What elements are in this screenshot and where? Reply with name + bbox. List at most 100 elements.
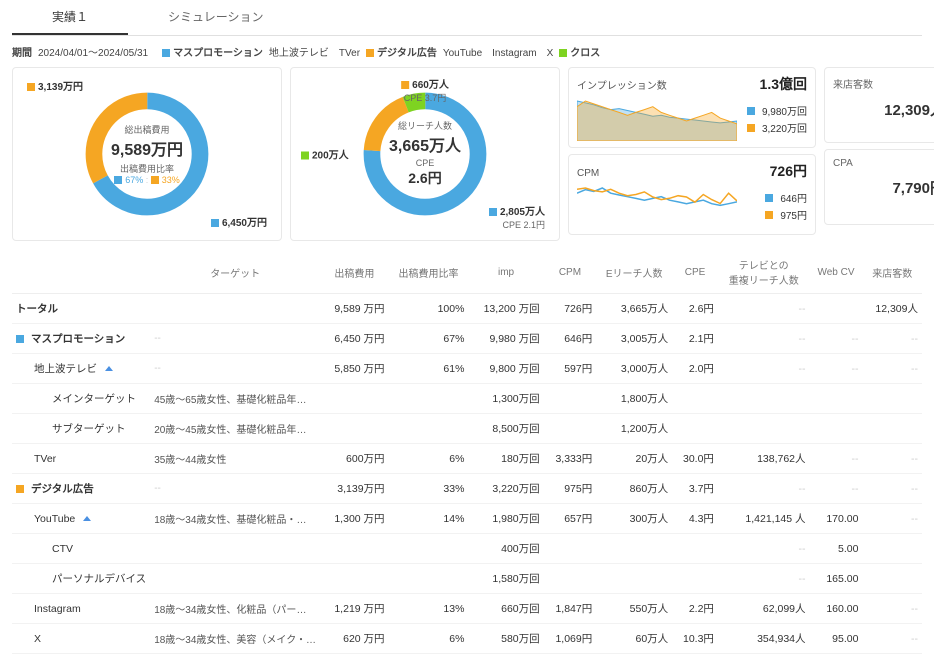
card-spend-donut: 総出稿費用 9,589万円 出稿費用比率 67% : 33% 3,139万円 6… bbox=[12, 67, 282, 241]
table-row[interactable]: 地上波テレビ--5,850 万円61%9,800 万回597円3,000万人2.… bbox=[12, 354, 922, 384]
table-cell: 2.1円 bbox=[672, 324, 718, 354]
visitors-dash: -- bbox=[833, 126, 934, 138]
table-cell: -- bbox=[810, 444, 863, 474]
table-header[interactable]: imp bbox=[468, 251, 543, 294]
table-row[interactable]: X18歳～34歳女性、美容（メイク・コス…620 万円6%580万回1,069円… bbox=[12, 624, 922, 654]
table-cell: 18歳～34歳女性、基礎化粧品・新作コ… bbox=[150, 504, 320, 534]
table-cell bbox=[320, 414, 388, 444]
table-cell: 60万人 bbox=[596, 624, 672, 654]
table-cell: 165.00 bbox=[810, 564, 863, 594]
table-row[interactable]: TVer35歳～44歳女性600万円6%180万回3,333円20万人30.0円… bbox=[12, 444, 922, 474]
table-cell: -- bbox=[810, 474, 863, 504]
card-impressions: インプレッション数1.3億回 9,980万回 3,220万回 bbox=[568, 67, 816, 148]
table-cell bbox=[862, 534, 922, 564]
donut1-sublabel: 出稿費用比率 bbox=[111, 162, 183, 175]
table-cell bbox=[672, 384, 718, 414]
tab-simulation[interactable]: シミュレーション bbox=[128, 0, 304, 35]
table-cell: 9,980 万回 bbox=[468, 324, 543, 354]
table-cell: 597円 bbox=[544, 354, 597, 384]
tabs: 実績１ シミュレーション bbox=[12, 0, 922, 36]
table-cell: 18歳～34歳女性、化粧品（パーソナル… bbox=[150, 594, 320, 624]
donut1-label: 総出稿費用 bbox=[111, 123, 183, 136]
table-cell bbox=[320, 384, 388, 414]
cpa-value: 7,790円 bbox=[833, 177, 934, 198]
row-name-label: Instagram bbox=[34, 603, 81, 615]
table-header[interactable]: CPM bbox=[544, 251, 597, 294]
table-cell bbox=[544, 564, 597, 594]
table-cell: 975円 bbox=[544, 474, 597, 504]
table-cell: 8,500万回 bbox=[468, 414, 543, 444]
table-cell: 660万回 bbox=[468, 594, 543, 624]
donut1-callout-orange: 3,139万円 bbox=[27, 78, 83, 93]
table-cell: 5.00 bbox=[810, 534, 863, 564]
table-cell bbox=[862, 564, 922, 594]
table-cell: 1,800万人 bbox=[596, 384, 672, 414]
table-cell bbox=[389, 564, 469, 594]
col-side-stats: 来店客数 12,309人 -- CPA 7,790円 -- bbox=[824, 67, 934, 241]
table-cell: 20歳～45歳女性、基礎化粧品年間利用… bbox=[150, 414, 320, 444]
table-cell: 1,580万回 bbox=[468, 564, 543, 594]
table-cell bbox=[718, 414, 810, 444]
caret-up-icon[interactable] bbox=[105, 366, 113, 371]
cpm-title: CPM bbox=[577, 168, 599, 179]
table-cell bbox=[810, 294, 863, 324]
table-cell: -- bbox=[810, 354, 863, 384]
card-cpa: CPA 7,790円 -- bbox=[824, 149, 934, 225]
table-cell: 2.6円 bbox=[672, 294, 718, 324]
table-cell: 580万回 bbox=[468, 624, 543, 654]
donut2-center: 総リーチ人数 3,665万人 CPE 2.6円 bbox=[389, 119, 461, 188]
table-cell: 1,300 万円 bbox=[320, 504, 388, 534]
table-cell bbox=[320, 564, 388, 594]
tab-results[interactable]: 実績１ bbox=[12, 0, 128, 35]
table-header[interactable]: 出稿費用 bbox=[320, 251, 388, 294]
table-header[interactable]: Web CV bbox=[810, 251, 863, 294]
donut2-sublabel: CPE bbox=[389, 158, 461, 168]
table-cell: -- bbox=[718, 564, 810, 594]
table-cell: -- bbox=[862, 474, 922, 504]
table-cell: 33% bbox=[389, 474, 469, 504]
row-name-label: サブターゲット bbox=[52, 421, 126, 436]
row-name-label: デジタル広告 bbox=[31, 481, 94, 496]
table-cell: 1,300万回 bbox=[468, 384, 543, 414]
table-header[interactable]: ターゲット bbox=[150, 251, 320, 294]
table-row[interactable]: CTV400万回--5.00 bbox=[12, 534, 922, 564]
table-row[interactable]: Instagram18歳～34歳女性、化粧品（パーソナル…1,219 万円13%… bbox=[12, 594, 922, 624]
table-cell: -- bbox=[810, 324, 863, 354]
cpa-dash: -- bbox=[833, 204, 934, 216]
table-cell: 95.00 bbox=[810, 624, 863, 654]
table-cell: -- bbox=[150, 324, 320, 354]
table-cell: -- bbox=[862, 624, 922, 654]
row-name-label: CTV bbox=[52, 543, 73, 555]
table-row[interactable]: パーソナルデバイス1,580万回--165.00 bbox=[12, 564, 922, 594]
legend-sq-cross bbox=[559, 49, 567, 57]
table-row[interactable]: デジタル広告--3,139万円33%3,220万回975円860万人3.7円--… bbox=[12, 474, 922, 504]
table-cell: 67% bbox=[389, 324, 469, 354]
period-label: 期間 bbox=[12, 44, 32, 59]
data-table: ターゲット出稿費用出稿費用比率impCPMEリーチ人数CPEテレビとの重複リーチ… bbox=[12, 251, 922, 654]
row-name-label: X bbox=[34, 633, 41, 645]
table-row[interactable]: サブターゲット20歳～45歳女性、基礎化粧品年間利用…8,500万回1,200万… bbox=[12, 414, 922, 444]
table-cell bbox=[718, 384, 810, 414]
row-name-label: YouTube bbox=[34, 513, 75, 525]
cpm-total: 726円 bbox=[770, 161, 807, 181]
table-cell: -- bbox=[150, 474, 320, 504]
table-row[interactable]: マスプロモーション--6,450 万円67%9,980 万回646円3,005万… bbox=[12, 324, 922, 354]
table-header[interactable]: 出稿費用比率 bbox=[389, 251, 469, 294]
table-row[interactable]: トータル9,589 万円100%13,200 万回726円3,665万人2.6円… bbox=[12, 294, 922, 324]
caret-up-icon[interactable] bbox=[83, 516, 91, 521]
legend-sq-mass bbox=[162, 49, 170, 57]
table-cell bbox=[150, 294, 320, 324]
table-cell: 13,200 万回 bbox=[468, 294, 543, 324]
table-cell: 6% bbox=[389, 444, 469, 474]
table-row[interactable]: メインターゲット45歳～65歳女性、基礎化粧品年間利用…1,300万回1,800… bbox=[12, 384, 922, 414]
table-header[interactable]: CPE bbox=[672, 251, 718, 294]
table-cell: 6,450 万円 bbox=[320, 324, 388, 354]
donut2-callout-bottom: 2,805万人CPE 2.1円 bbox=[489, 203, 545, 231]
table-cell: 160.00 bbox=[810, 594, 863, 624]
table-header[interactable]: 来店客数 bbox=[862, 251, 922, 294]
table-row[interactable]: YouTube18歳～34歳女性、基礎化粧品・新作コ…1,300 万円14%1,… bbox=[12, 504, 922, 534]
table-cell: 3,139万円 bbox=[320, 474, 388, 504]
table-header[interactable]: テレビとの重複リーチ人数 bbox=[718, 251, 810, 294]
table-header[interactable] bbox=[12, 251, 150, 294]
table-header[interactable]: Eリーチ人数 bbox=[596, 251, 672, 294]
